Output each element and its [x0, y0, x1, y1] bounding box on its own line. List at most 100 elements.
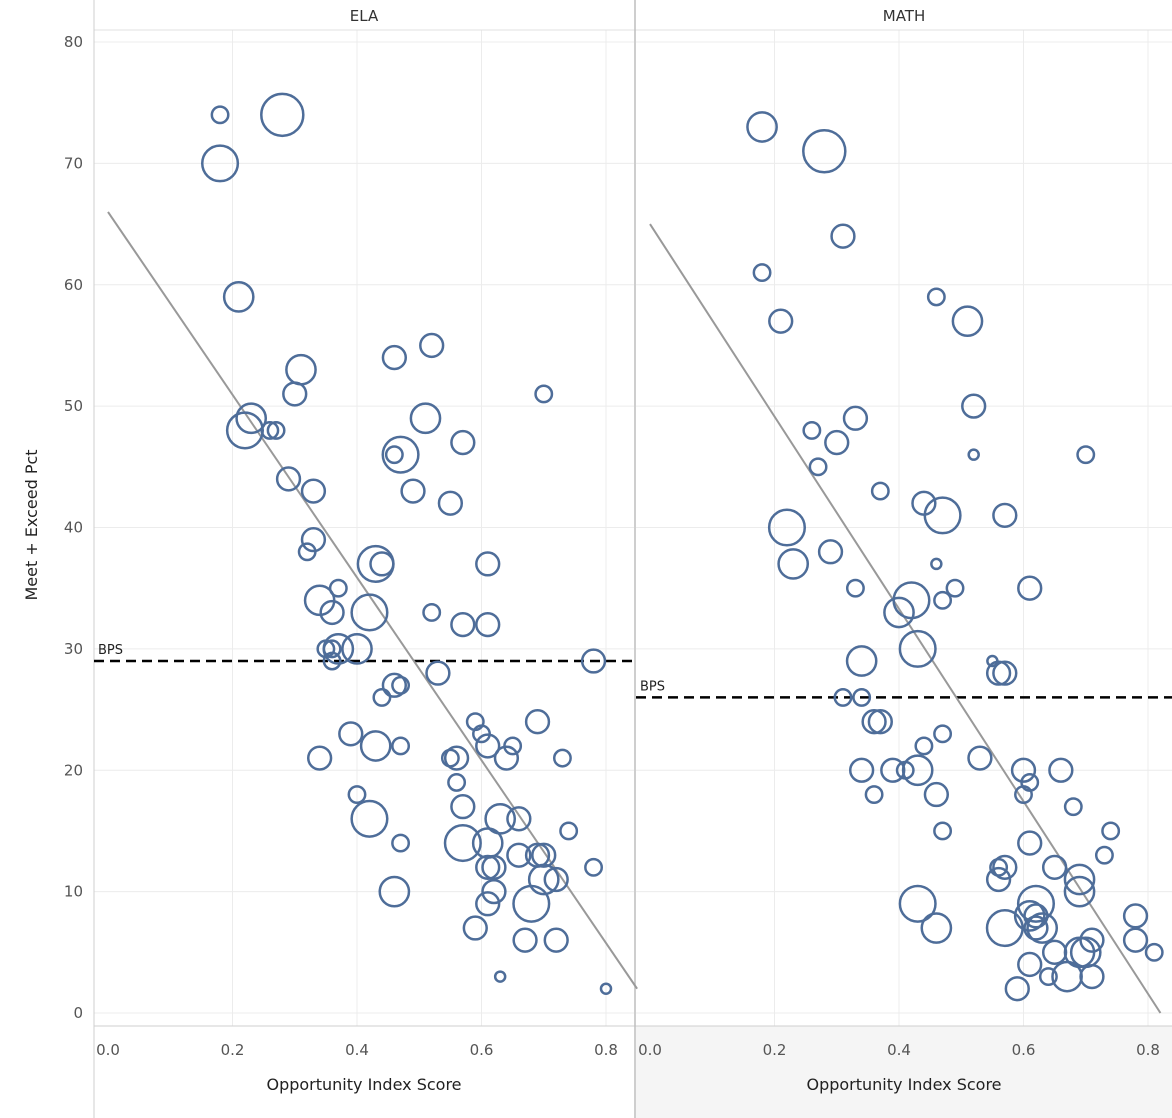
- data-point: [830, 223, 856, 249]
- data-point: [391, 675, 411, 695]
- data-point: [1041, 854, 1068, 880]
- data-point: [356, 544, 395, 583]
- data-point: [443, 745, 470, 771]
- data-point: [1038, 967, 1058, 987]
- y-tick-label: 0: [73, 1004, 83, 1022]
- trend-lines: [107, 211, 1162, 1014]
- data-point: [923, 781, 949, 808]
- data-point: [1010, 757, 1037, 783]
- data-point: [992, 502, 1018, 529]
- data-point: [359, 730, 392, 762]
- data-point: [1079, 927, 1105, 953]
- data-point: [475, 733, 501, 759]
- data-point: [235, 402, 268, 435]
- lower-band-right: [636, 1026, 1172, 1118]
- data-point: [901, 754, 934, 787]
- data-point: [1023, 915, 1049, 941]
- data-point: [471, 827, 504, 859]
- x-tick-label: 0.8: [594, 1041, 618, 1059]
- data-point: [307, 745, 333, 771]
- data-point: [425, 660, 451, 686]
- data-point: [861, 709, 887, 735]
- reference-lines: BPS BPS: [94, 643, 1172, 699]
- panel-frames: [93, 0, 1172, 1118]
- data-point: [1026, 912, 1059, 944]
- data-point: [1016, 884, 1055, 923]
- data-point: [584, 857, 603, 877]
- data-point: [300, 478, 327, 504]
- data-point: [443, 824, 482, 863]
- data-point: [493, 745, 520, 771]
- data-point: [384, 445, 404, 465]
- data-point: [300, 526, 327, 553]
- data-point: [1101, 821, 1121, 841]
- data-point: [201, 144, 240, 183]
- data-point: [350, 799, 389, 838]
- y-tick-label: 40: [64, 519, 83, 537]
- bps-reference-label: BPS: [640, 679, 665, 694]
- data-point: [951, 305, 984, 338]
- data-point: [391, 736, 411, 756]
- data-point: [961, 393, 987, 419]
- data-point: [462, 915, 488, 941]
- data-point: [450, 611, 476, 638]
- data-point: [802, 420, 822, 440]
- tick-labels: 0 10 20 30 40 50 60 70 80 0.0 0.2 0.4 0.6 0.8 0.0 0.2 0.…: [64, 33, 1160, 1059]
- data-point: [282, 381, 308, 407]
- data-point: [1144, 942, 1164, 962]
- data-point: [752, 263, 772, 283]
- panel-titles: ELA MATH: [350, 7, 925, 25]
- data-point: [381, 344, 408, 371]
- data-point: [475, 611, 501, 638]
- y-tick-label: 60: [64, 276, 83, 294]
- y-tick-label: 70: [64, 154, 83, 172]
- data-point: [210, 105, 230, 125]
- data-point: [493, 970, 507, 983]
- y-tick-label: 80: [64, 33, 83, 51]
- data-point: [923, 496, 962, 535]
- data-point: [599, 982, 613, 995]
- data-point: [1013, 900, 1046, 932]
- data-point: [824, 429, 850, 456]
- data-point: [926, 287, 946, 307]
- data-point: [285, 353, 317, 386]
- data-point: [898, 629, 937, 668]
- data-point: [1063, 875, 1096, 908]
- x-axis-title-math: Opportunity Index Score: [806, 1075, 1001, 1094]
- y-tick-label: 30: [64, 640, 83, 658]
- data-point: [260, 92, 305, 138]
- data-point: [512, 927, 538, 953]
- data-point: [506, 842, 532, 868]
- data-point: [475, 551, 501, 577]
- data-point: [985, 908, 1024, 948]
- data-point: [849, 757, 875, 783]
- data-point: [867, 709, 893, 735]
- data-point: [1023, 903, 1049, 929]
- data-point: [322, 633, 355, 665]
- data-point: [1079, 963, 1105, 990]
- data-point: [1048, 757, 1074, 783]
- y-tick-label: 50: [64, 397, 83, 415]
- x-tick-label: 0.4: [345, 1041, 369, 1059]
- x-tick-label: 0.0: [638, 1041, 662, 1059]
- data-point: [319, 599, 345, 626]
- data-point: [275, 466, 302, 492]
- data-point: [543, 866, 569, 893]
- y-tick-label: 10: [64, 883, 83, 901]
- data-point: [1017, 951, 1043, 978]
- data-point: [842, 405, 869, 431]
- data-point: [534, 384, 554, 404]
- gridlines: [94, 30, 1172, 1026]
- data-point: [440, 748, 460, 768]
- data-point: [1122, 927, 1149, 953]
- bps-reference-label: BPS: [98, 643, 123, 658]
- data-point: [1004, 976, 1030, 1002]
- x-tick-label: 0.4: [887, 1041, 911, 1059]
- data-point: [481, 854, 507, 880]
- x-tick-label: 0.8: [1136, 1041, 1160, 1059]
- data-point: [920, 912, 953, 944]
- data-point: [1017, 575, 1043, 601]
- data-point: [391, 833, 411, 853]
- panel-title-ela: ELA: [350, 7, 379, 25]
